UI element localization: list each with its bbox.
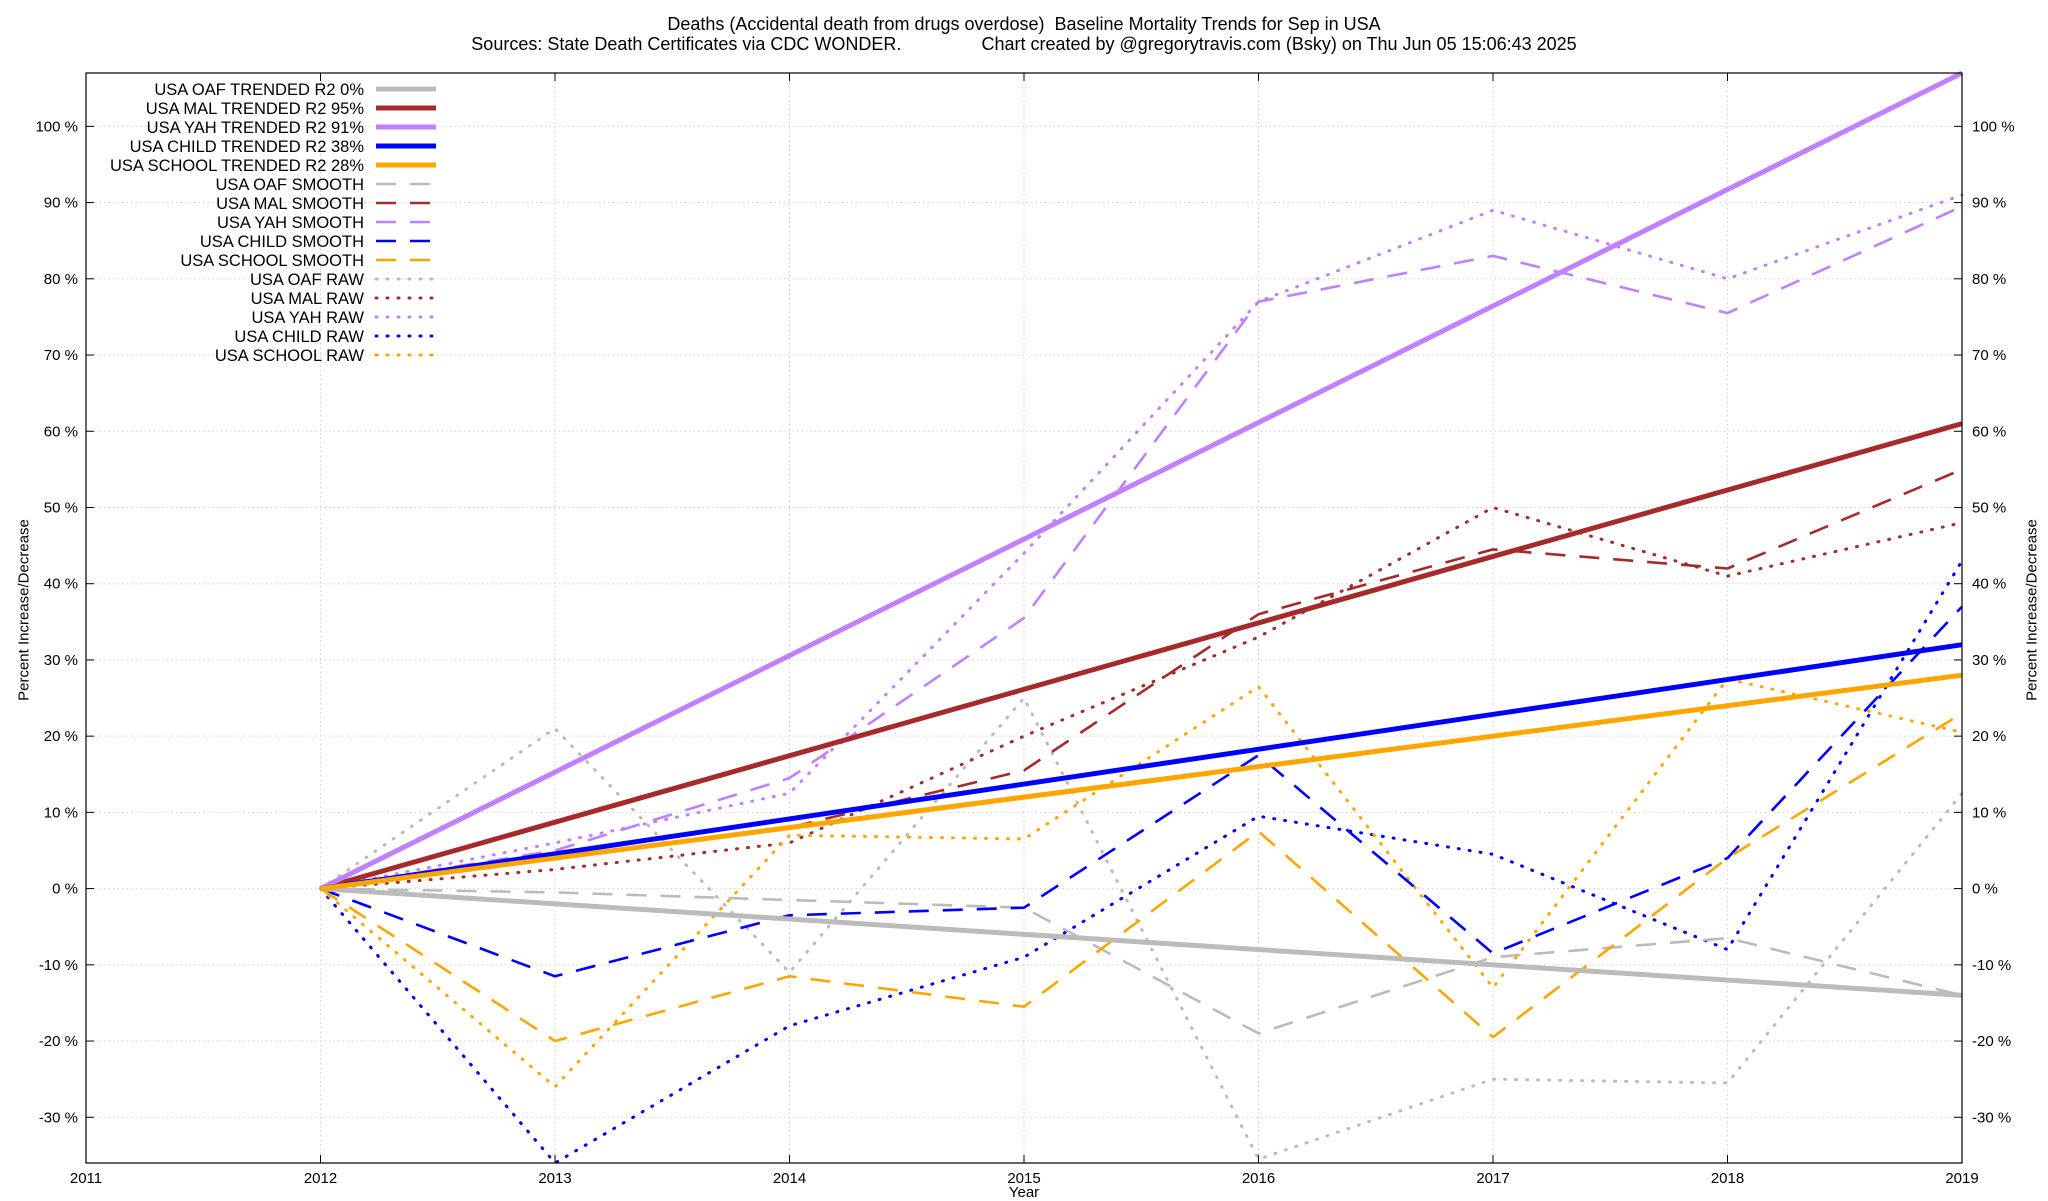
y-tick-label-right: 60 % xyxy=(1972,423,2006,440)
x-tick-label-2012: 2012 xyxy=(304,1170,337,1187)
y-tick-label-right: 50 % xyxy=(1972,499,2006,516)
x-tick-label-2015: 2015 xyxy=(1007,1170,1040,1187)
legend: USA OAF TRENDED R2 0%USA MAL TRENDED R2 … xyxy=(110,81,438,365)
legend-label: USA OAF RAW xyxy=(250,271,364,289)
y-tick-label-right: 30 % xyxy=(1972,652,2006,669)
series-line-usa-child-smooth xyxy=(320,605,1963,978)
series-line-usa-oaf-trended-r2-0 xyxy=(320,886,1963,998)
series-line-usa-yah-raw xyxy=(319,193,1964,891)
series-line-usa-child-trended-r2-38 xyxy=(320,642,1963,892)
y-tick-label-right: 70 % xyxy=(1972,347,2006,364)
x-axis-label: Year xyxy=(1008,1184,1040,1201)
y-tick-label-left: -30 % xyxy=(39,1109,78,1126)
legend-label: USA OAF TRENDED R2 0% xyxy=(154,81,364,99)
x-tick-label-2011: 2011 xyxy=(70,1170,102,1187)
y-tick-label-left: 0 % xyxy=(52,881,78,898)
y-tick-label-left: 10 % xyxy=(44,804,78,821)
x-tick-label-2013: 2013 xyxy=(538,1170,571,1187)
y-tick-label-right: -10 % xyxy=(1972,957,2011,974)
y-tick-label-left: 50 % xyxy=(44,499,78,516)
x-tick-label-2018: 2018 xyxy=(1711,1170,1744,1187)
series-line-usa-mal-raw xyxy=(319,506,1964,891)
y-tick-label-right: 20 % xyxy=(1972,728,2006,745)
y-tick-label-left: 20 % xyxy=(44,728,78,745)
legend-label: USA CHILD RAW xyxy=(234,328,364,346)
series-line-usa-oaf-smooth xyxy=(320,887,1963,1035)
y-tick-label-right: 80 % xyxy=(1972,271,2006,288)
y-tick-label-left: 60 % xyxy=(44,423,78,440)
x-tick-label-2017: 2017 xyxy=(1476,1170,1509,1187)
y-tick-label-left: -10 % xyxy=(39,957,78,974)
y-tick-label-left: 70 % xyxy=(44,347,78,364)
x-tick-label-2014: 2014 xyxy=(773,1170,806,1187)
y-tick-label-right: 0 % xyxy=(1972,881,1998,898)
legend-label: USA MAL RAW xyxy=(251,290,365,308)
series-line-usa-school-raw xyxy=(319,677,1964,1089)
y-tick-label-left: 80 % xyxy=(44,271,78,288)
y-tick-label-left: 40 % xyxy=(44,576,78,593)
axis-ticks: 2011 2012 2013 2014 2015 2016 2017 2018 2019 100 … xyxy=(35,73,2015,1187)
y-tick-label-right: -30 % xyxy=(1972,1109,2011,1126)
y-tick-label-right: 40 % xyxy=(1972,576,2006,593)
y-tick-label-right: -20 % xyxy=(1972,1033,2011,1050)
y-tick-label-right: 100 % xyxy=(1972,118,2015,135)
x-tick-label-2019: 2019 xyxy=(1945,1170,1978,1187)
legend-label: USA SCHOOL TRENDED R2 28% xyxy=(110,157,364,175)
x-tick-label-2016: 2016 xyxy=(1242,1170,1275,1187)
y-tick-label-left: 90 % xyxy=(44,195,78,212)
series-line-usa-school-trended-r2-28 xyxy=(320,672,1963,892)
legend-label: USA SCHOOL SMOOTH xyxy=(180,252,364,270)
series-line-usa-school-smooth xyxy=(319,712,1963,1043)
series-line-usa-oaf-raw xyxy=(319,696,1964,1161)
y-tick-label-left: -20 % xyxy=(39,1033,78,1050)
legend-label: USA CHILD TRENDED R2 38% xyxy=(130,138,365,156)
y-tick-label-right: 90 % xyxy=(1972,195,2006,212)
y-tick-label-left: 100 % xyxy=(35,118,78,135)
legend-label: USA YAH RAW xyxy=(252,309,365,327)
series-line-usa-yah-smooth xyxy=(320,205,1963,890)
series-line-usa-child-raw xyxy=(319,559,1964,1165)
legend-label: USA OAF SMOOTH xyxy=(215,176,364,194)
y-tick-label-left: 30 % xyxy=(44,652,78,669)
legend-label: USA MAL TRENDED R2 95% xyxy=(146,100,365,118)
series-lines xyxy=(319,70,1964,1165)
legend-label: USA YAH SMOOTH xyxy=(217,214,364,232)
legend-label: USA CHILD SMOOTH xyxy=(200,233,364,251)
series-line-usa-mal-trended-r2-95 xyxy=(319,421,1963,892)
chart-title: Deaths (Accidental death from drugs over… xyxy=(667,14,1381,34)
y-tick-label-right: 10 % xyxy=(1972,804,2006,821)
legend-label: USA YAH TRENDED R2 91% xyxy=(147,119,365,137)
legend-label: USA SCHOOL RAW xyxy=(215,347,365,365)
series-line-usa-yah-trended-r2-91 xyxy=(319,70,1964,891)
legend-label: USA MAL SMOOTH xyxy=(216,195,364,213)
chart-subtitle: Sources: State Death Certificates via CD… xyxy=(471,34,1577,54)
